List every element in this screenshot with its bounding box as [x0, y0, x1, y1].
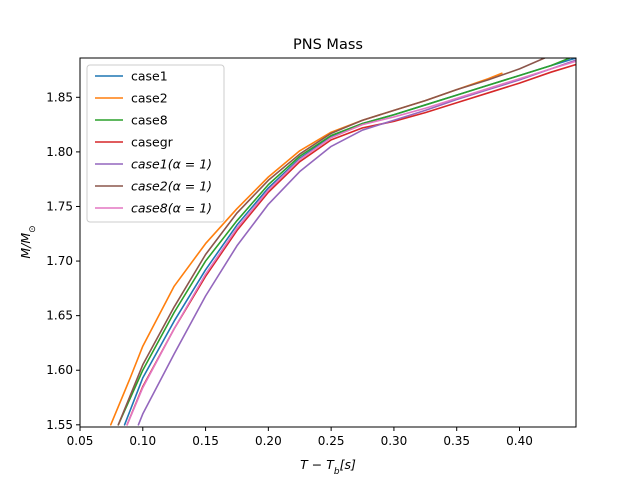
y-tick-label: 1.75	[46, 199, 73, 213]
series-line-3	[117, 58, 571, 426]
legend-label: case8(α = 1)	[131, 201, 212, 216]
series-line-5	[137, 59, 576, 426]
y-axis-label: M/M⊙	[18, 225, 38, 258]
y-tick-label: 1.80	[46, 145, 73, 159]
plot-frame	[79, 57, 577, 428]
y-tick-label: 1.60	[46, 363, 73, 377]
x-tick-label: 0.05	[67, 434, 94, 448]
legend-box	[86, 64, 225, 223]
y-tick-label: 1.65	[46, 309, 73, 323]
x-tick-label: 0.15	[192, 434, 219, 448]
y-axis-label-main: M/M	[18, 233, 33, 259]
legend-label: case8	[131, 113, 168, 128]
y-tick-label: 1.70	[46, 254, 73, 268]
x-axis: 0.05 0.10 0.15 0.20 0.25 0.30 0.35 0.40	[67, 427, 533, 448]
x-tick-label: 0.30	[381, 434, 408, 448]
legend-label: case1	[131, 69, 168, 84]
legend-label: case1(α = 1)	[131, 157, 212, 172]
x-axis-label-main: T − T	[300, 457, 335, 472]
x-tick-label: 0.10	[129, 434, 156, 448]
x-tick-label: 0.35	[443, 434, 470, 448]
x-axis-label-tail: [s]	[340, 457, 356, 472]
legend-label: case2	[131, 91, 168, 106]
legend-label: casegr	[131, 135, 174, 150]
x-tick-label: 0.20	[255, 434, 282, 448]
x-tick-label: 0.40	[506, 434, 533, 448]
x-axis-label-sub: b	[334, 467, 340, 477]
y-tick-label: 1.55	[46, 418, 73, 432]
legend: case1 case2 case8 casegr case1(α = 1) case2(α…	[86, 64, 225, 223]
series-line-6	[117, 58, 546, 426]
x-tick-label: 0.25	[318, 434, 345, 448]
series-layer	[109, 58, 576, 426]
y-axis-label-sub: ⊙	[28, 225, 38, 233]
y-axis: 1.55 1.60 1.65 1.70 1.75 1.80 1.85	[46, 90, 80, 432]
legend-label: case2(α = 1)	[131, 179, 212, 194]
x-axis-label: T − Tb[s]	[300, 457, 356, 477]
y-tick-label: 1.85	[46, 90, 73, 104]
series-line-7	[126, 60, 576, 426]
chart-title: PNS Mass	[293, 37, 363, 53]
